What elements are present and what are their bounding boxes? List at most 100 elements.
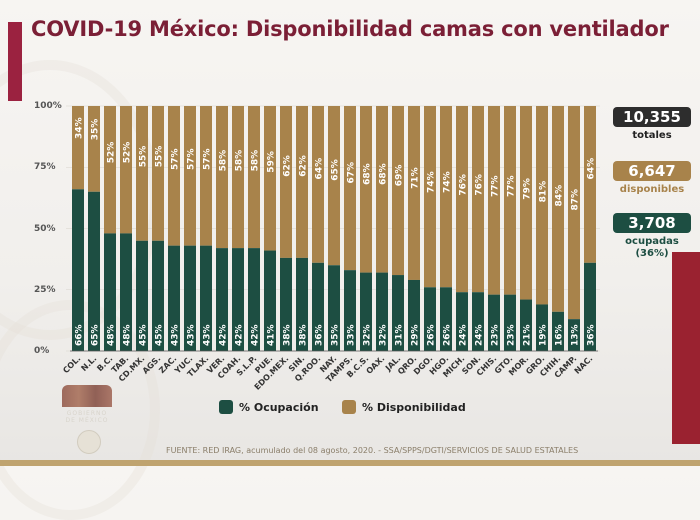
y-tick-label: 0% xyxy=(34,346,50,356)
bar-ocupacion xyxy=(104,233,116,351)
stat-ocupadas-label: ocupadas xyxy=(625,236,679,247)
data-label-ocupacion: 31% xyxy=(395,324,405,346)
data-label-ocupacion: 38% xyxy=(299,324,309,346)
bar-disponibilidad xyxy=(264,106,276,251)
bar-ocupacion xyxy=(456,292,468,351)
legend-swatch-disponibilidad xyxy=(342,400,356,414)
bar-disponibilidad xyxy=(344,106,356,271)
bar-ocupacion xyxy=(72,189,84,351)
bar-ocupacion xyxy=(264,250,276,351)
stat-totales-value: 10,355 xyxy=(613,107,691,127)
bar-disponibilidad xyxy=(456,106,468,293)
data-label-ocupacion: 21% xyxy=(523,324,533,346)
government-logo: GOBIERNO DE MÉXICO xyxy=(62,385,112,424)
data-label-disponibilidad: 65% xyxy=(331,159,341,181)
source-note: FUENTE: RED IRAG, acumulado del 08 agost… xyxy=(166,446,579,455)
bar-ocupacion xyxy=(168,245,180,351)
data-label-disponibilidad: 76% xyxy=(459,174,469,196)
data-label-disponibilidad: 74% xyxy=(443,171,453,193)
bar-disponibilidad xyxy=(120,106,132,234)
category-label: NAC. xyxy=(573,354,595,376)
data-label-ocupacion: 43% xyxy=(171,324,181,346)
bar-ocupacion xyxy=(488,294,500,351)
bar-ocupacion xyxy=(296,257,308,351)
data-label-disponibilidad: 58% xyxy=(219,150,229,172)
data-label-disponibilidad: 74% xyxy=(427,171,437,193)
data-label-disponibilidad: 62% xyxy=(283,155,293,177)
data-label-disponibilidad: 71% xyxy=(411,167,421,189)
data-label-ocupacion: 32% xyxy=(363,324,373,346)
bar-disponibilidad xyxy=(328,106,340,266)
data-label-disponibilidad: 79% xyxy=(523,178,533,200)
data-label-ocupacion: 23% xyxy=(491,324,501,346)
data-label-disponibilidad: 57% xyxy=(171,148,181,170)
data-label-disponibilidad: 77% xyxy=(507,175,517,197)
bar-disponibilidad xyxy=(392,106,404,276)
bar-ocupacion xyxy=(584,262,596,351)
bar-disponibilidad xyxy=(408,106,420,280)
bar-ocupacion xyxy=(248,248,260,351)
data-label-ocupacion: 43% xyxy=(187,324,197,346)
legend-ocupacion: % Ocupación xyxy=(219,400,319,414)
logo-figures-icon xyxy=(62,385,112,407)
bar-ocupacion xyxy=(552,311,564,351)
bar-ocupacion xyxy=(280,257,292,351)
data-label-ocupacion: 24% xyxy=(475,324,485,346)
bar-ocupacion xyxy=(472,292,484,351)
bar-disponibilidad xyxy=(376,106,388,273)
data-label-ocupacion: 42% xyxy=(235,324,245,346)
bar-disponibilidad xyxy=(536,106,548,305)
legend-disponibilidad: % Disponibilidad xyxy=(342,400,466,414)
bar-ocupacion xyxy=(344,270,356,351)
stat-ocupadas-value: 3,708 xyxy=(613,213,691,233)
data-label-disponibilidad: 58% xyxy=(251,150,261,172)
bar-ocupacion xyxy=(568,319,580,351)
bar-ocupacion xyxy=(392,275,404,351)
data-label-disponibilidad: 59% xyxy=(267,151,277,173)
data-label-ocupacion: 26% xyxy=(443,324,453,346)
title-accent-bar xyxy=(8,22,22,101)
data-label-ocupacion: 42% xyxy=(251,324,261,346)
bar-ocupacion xyxy=(232,248,244,351)
legend-swatch-ocupacion xyxy=(219,400,233,414)
stat-disponibles: 6,647 disponibles xyxy=(613,161,691,196)
bar-ocupacion xyxy=(376,272,388,351)
data-label-ocupacion: 36% xyxy=(315,324,325,346)
legend-label-ocupacion: % Ocupación xyxy=(239,400,319,414)
data-label-ocupacion: 24% xyxy=(459,324,469,346)
video-overlay-panel xyxy=(672,252,700,444)
page-title: COVID-19 México: Disponibilidad camas co… xyxy=(31,17,669,41)
bar-ocupacion xyxy=(200,245,212,351)
data-label-disponibilidad: 68% xyxy=(363,163,373,185)
stat-disponibles-label: disponibles xyxy=(619,184,685,195)
data-label-ocupacion: 16% xyxy=(555,324,565,346)
bar-disponibilidad xyxy=(88,106,100,192)
y-tick-label: 25% xyxy=(34,285,56,295)
data-label-ocupacion: 26% xyxy=(427,324,437,346)
data-label-ocupacion: 36% xyxy=(587,324,597,346)
bar-disponibilidad xyxy=(440,106,452,288)
national-seal-icon xyxy=(77,430,101,454)
data-label-disponibilidad: 64% xyxy=(315,158,325,180)
category-label: COL. xyxy=(61,354,82,375)
data-label-ocupacion: 29% xyxy=(411,324,421,346)
bar-ocupacion xyxy=(408,279,420,351)
data-label-ocupacion: 35% xyxy=(331,324,341,346)
bar-disponibilidad xyxy=(104,106,116,234)
stacked-bar-chart: 66%34%COL.65%35%N.L.48%52%B.C.48%52%TAB.… xyxy=(61,105,600,392)
data-label-disponibilidad: 52% xyxy=(107,142,117,164)
data-label-ocupacion: 48% xyxy=(107,324,117,346)
bar-disponibilidad xyxy=(152,106,164,241)
bar-ocupacion xyxy=(424,287,436,351)
bar-disponibilidad xyxy=(312,106,324,263)
category-label: N.L. xyxy=(79,354,98,373)
bar-disponibilidad xyxy=(424,106,436,288)
data-label-disponibilidad: 87% xyxy=(571,189,581,211)
data-label-ocupacion: 66% xyxy=(75,324,85,346)
bar-disponibilidad xyxy=(584,106,596,263)
bar-disponibilidad xyxy=(232,106,244,249)
data-label-ocupacion: 38% xyxy=(283,324,293,346)
data-label-disponibilidad: 68% xyxy=(379,163,389,185)
data-label-disponibilidad: 76% xyxy=(475,174,485,196)
data-label-disponibilidad: 34% xyxy=(75,117,85,139)
